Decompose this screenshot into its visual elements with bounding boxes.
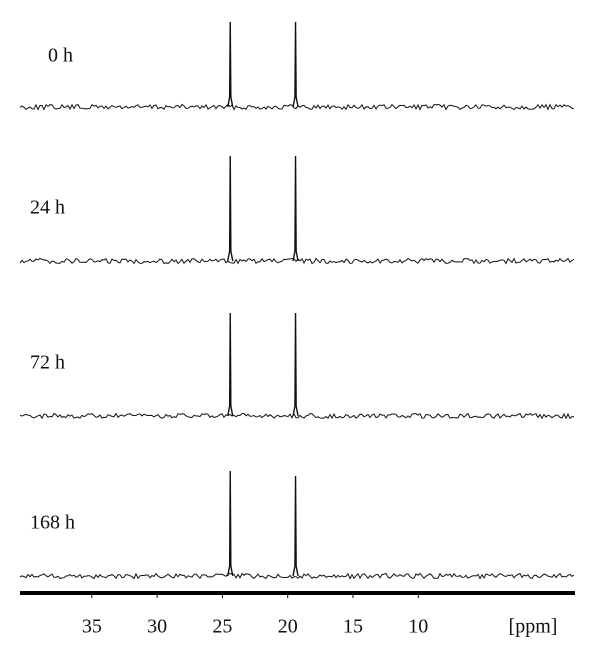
x-tick-label: 10 (408, 616, 428, 638)
peak (292, 155, 299, 262)
spectrum-label: 168 h (30, 512, 75, 534)
x-tick-label: 35 (82, 616, 102, 638)
x-tick-label: 15 (343, 616, 363, 638)
x-tick-label: 25 (212, 616, 232, 638)
peak (227, 470, 234, 577)
peak (292, 21, 299, 108)
peak (292, 475, 299, 577)
baseline-noise (19, 412, 575, 420)
peak (227, 312, 234, 417)
x-tick-label: 30 (147, 616, 167, 638)
x-tick-label: 20 (278, 616, 298, 638)
baseline-noise (19, 103, 574, 111)
peak (227, 21, 234, 108)
x-axis-label: [ppm] (509, 616, 558, 638)
spectrum-label: 0 h (48, 45, 73, 67)
spectrum-label: 24 h (30, 197, 65, 219)
spectrum-label: 72 h (30, 352, 65, 374)
baseline-noise (19, 257, 575, 265)
peak (227, 155, 234, 262)
baseline-noise (19, 572, 575, 580)
peak (292, 312, 299, 417)
